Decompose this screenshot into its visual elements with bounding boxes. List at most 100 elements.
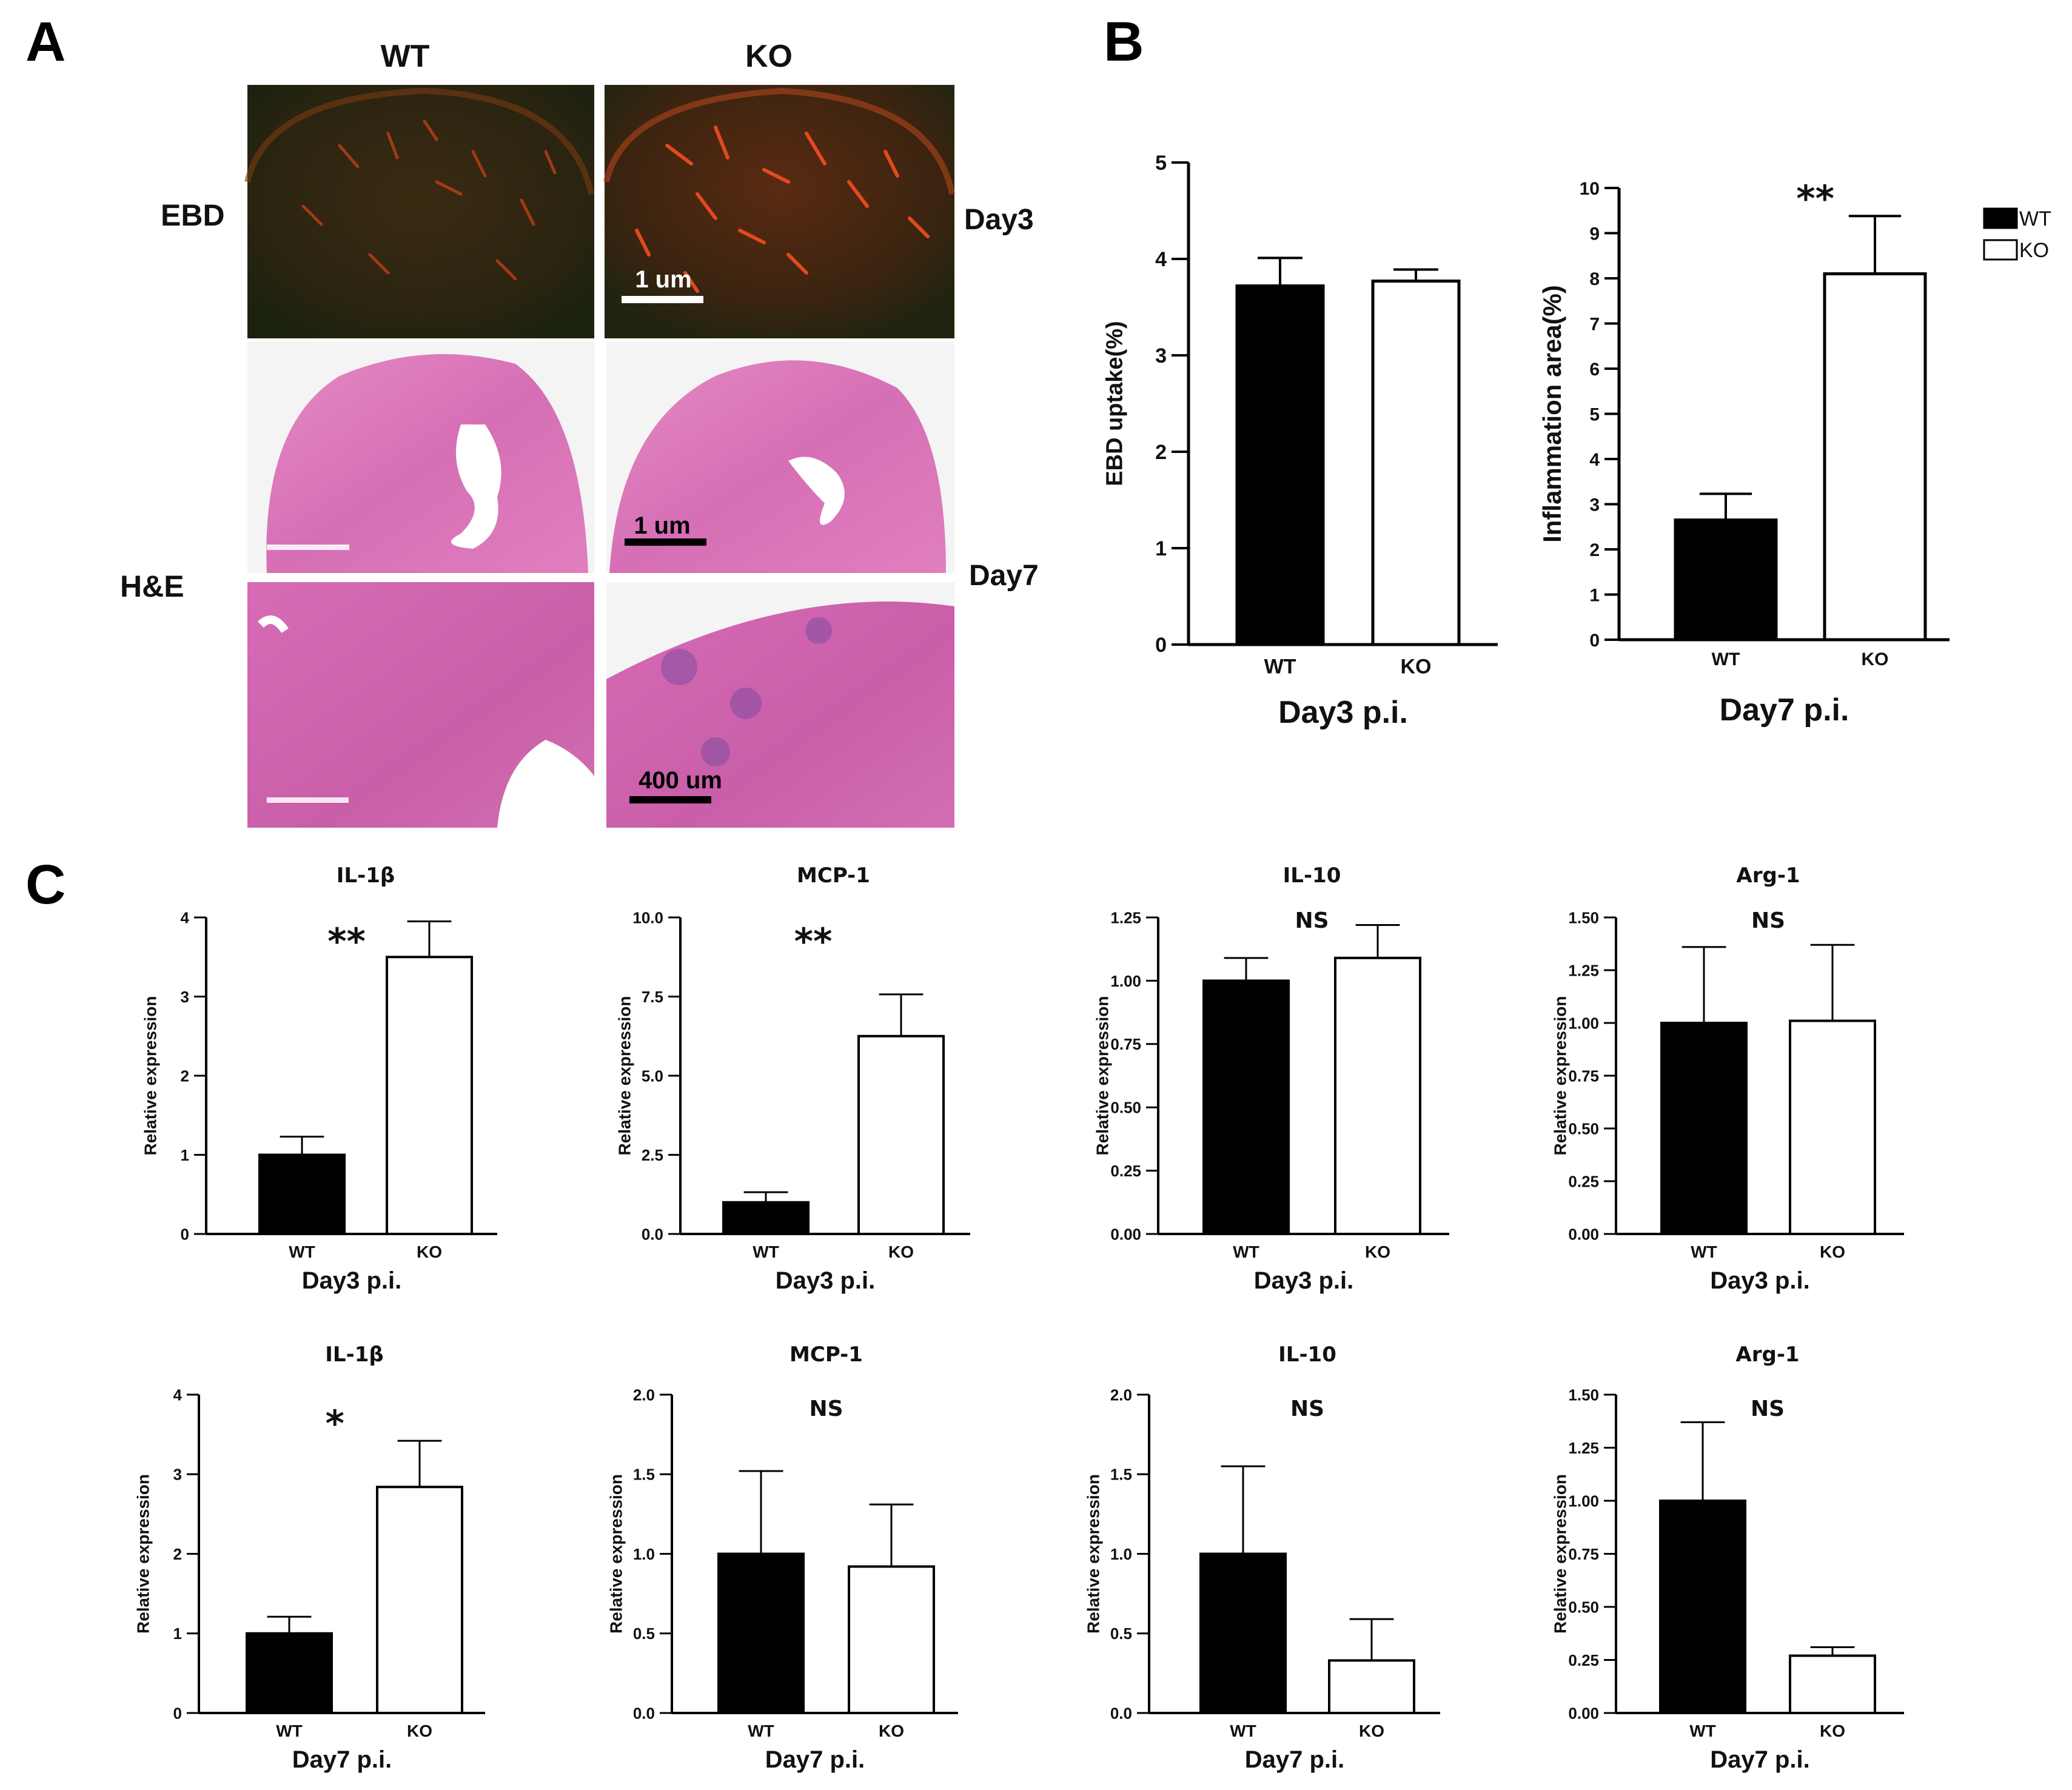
significance-marker: ** — [327, 920, 366, 963]
scalebar-he1 — [625, 538, 706, 546]
y-tick-label: 0.25 — [1568, 1172, 1599, 1190]
x-tick-label: WT — [1233, 1242, 1259, 1261]
bar-ko — [1328, 1659, 1415, 1714]
y-tick-label: 4 — [173, 1386, 183, 1404]
x-axis-label: Day3 p.i. — [776, 1267, 876, 1294]
significance-marker: ** — [794, 920, 833, 963]
bar-ko — [1789, 1019, 1876, 1236]
y-tick-label: 1.5 — [1110, 1466, 1132, 1484]
x-tick-label: KO — [1820, 1721, 1845, 1740]
chart-il1b-day3: 0 1 2 3 4 WT KO Relative expression Day3 p.i. IL-… — [141, 863, 497, 1294]
x-tick-label: WT — [276, 1721, 303, 1740]
y-axis-label: Inflammation area(%) — [1538, 285, 1566, 543]
y-tick-label: 0.0 — [1110, 1704, 1132, 1722]
y-tick-label: 0.75 — [1568, 1545, 1599, 1563]
y-tick-label: 0.75 — [1110, 1035, 1141, 1053]
day3-label: Day3 — [964, 204, 1034, 236]
x-tick-label: WT — [748, 1721, 774, 1740]
x-tick-label: KO — [1862, 649, 1889, 669]
scalebar-ebd-label: 1 um — [635, 266, 691, 293]
day7-label: Day7 — [969, 560, 1039, 592]
legend: WT KO — [1983, 207, 2051, 262]
bar-ko — [1334, 956, 1421, 1236]
y-tick-label: 1 — [181, 1146, 189, 1164]
y-tick-label: 1.0 — [1110, 1545, 1132, 1563]
y-tick-label: 2 — [1589, 540, 1600, 560]
y-tick-label: 0 — [1155, 634, 1167, 657]
panel-letter-c: C — [25, 854, 65, 916]
chart-title: MCP-1 — [797, 863, 870, 888]
scalebar-he2 — [629, 796, 711, 803]
y-axis-label: Relative expression — [134, 1474, 153, 1634]
x-tick-label: WT — [1691, 1242, 1717, 1261]
y-tick-label: 1.25 — [1568, 961, 1599, 979]
chart-il1b-day7: 0 1 2 3 4 WT KO Relative expression Day7 p.i. IL-… — [134, 1342, 485, 1773]
bar-ko — [376, 1486, 463, 1714]
y-tick-label: 0 — [173, 1704, 182, 1722]
y-tick-label: 0.0 — [642, 1225, 663, 1243]
y-tick-label: 10 — [1580, 179, 1600, 199]
y-tick-label: 10.0 — [632, 908, 663, 927]
y-tick-label: 1.00 — [1110, 972, 1141, 990]
y-tick-label: 2.0 — [1110, 1386, 1132, 1404]
y-axis-label: Relative expression — [1551, 996, 1570, 1155]
chart-il10-day3: 0.00 0.25 0.50 0.75 1.00 1.25 WT KO Relative exp… — [1093, 863, 1449, 1294]
y-tick-label: 1.0 — [633, 1545, 655, 1563]
bar-ko — [857, 1034, 945, 1235]
x-tick-label: KO — [1820, 1242, 1845, 1261]
y-tick-label: 0.75 — [1568, 1067, 1599, 1085]
y-tick-label: 4 — [1589, 450, 1600, 470]
bar-wt — [1674, 518, 1778, 642]
x-tick-label: WT — [753, 1242, 779, 1261]
y-tick-label: 1.5 — [633, 1466, 655, 1484]
x-tick-label: WT — [1230, 1721, 1256, 1740]
micrograph-he-lowmag-ko: 1 um — [606, 341, 954, 573]
y-tick-label: 0.25 — [1110, 1162, 1141, 1180]
row-label-he: H&E — [120, 569, 184, 603]
y-axis-label: EBD uptake(%) — [1102, 321, 1127, 486]
y-tick-label: 3 — [181, 988, 189, 1006]
bar-wt — [722, 1201, 810, 1236]
y-tick-label: 3 — [1155, 344, 1167, 367]
chart-title: Arg-1 — [1735, 1342, 1799, 1367]
y-axis-label: Relative expression — [1551, 1474, 1570, 1634]
y-tick-label: 2.0 — [633, 1386, 655, 1404]
bar-ko — [1823, 272, 1927, 642]
y-tick-label: 4 — [181, 908, 190, 927]
y-tick-label: 0 — [181, 1225, 189, 1243]
chart-title: IL-1β — [325, 1342, 383, 1367]
significance-marker: NS — [809, 1396, 843, 1421]
chart-title: Arg-1 — [1736, 863, 1800, 888]
y-tick-label: 0.0 — [633, 1704, 655, 1722]
bar-wt — [258, 1153, 346, 1235]
x-tick-label: KO — [1401, 655, 1432, 679]
significance-marker: * — [326, 1403, 344, 1445]
y-tick-label: 1.00 — [1568, 1014, 1599, 1032]
y-tick-label: 0.50 — [1110, 1099, 1141, 1117]
y-tick-label: 0.00 — [1568, 1704, 1599, 1722]
y-axis-label: Relative expression — [141, 996, 160, 1155]
x-tick-label: WT — [1689, 1721, 1716, 1740]
micrograph-ebd-ko: 1 um — [603, 85, 955, 338]
y-tick-label: 0.00 — [1110, 1225, 1141, 1243]
x-tick-label: KO — [879, 1721, 904, 1740]
y-tick-label: 1 — [1589, 585, 1600, 605]
scalebar-ebd — [622, 296, 703, 303]
chart-title: IL-10 — [1278, 1342, 1336, 1367]
bar-wt — [1202, 979, 1290, 1236]
significance-marker: NS — [1290, 1396, 1324, 1421]
x-tick-label: KO — [888, 1242, 914, 1261]
bar-ko — [1789, 1654, 1876, 1714]
chart-inflammation-area: 0 1 2 3 4 5 6 7 8 9 10 WT KO Inflammation area(%) Day7… — [1538, 178, 1950, 728]
y-tick-label: 0.5 — [1110, 1624, 1132, 1643]
bar-ko — [386, 956, 473, 1235]
y-tick-label: 8 — [1589, 269, 1600, 289]
x-axis-label: Day7 p.i. — [1245, 1746, 1345, 1773]
row-label-ebd: EBD — [161, 198, 225, 232]
bar-wt — [1659, 1500, 1746, 1714]
column-header-wt: WT — [381, 39, 430, 74]
x-axis-label: Day3 p.i. — [1710, 1267, 1810, 1294]
x-axis-label: Day3 p.i. — [1254, 1267, 1354, 1294]
x-axis-label: Day7 p.i. — [1720, 692, 1849, 728]
